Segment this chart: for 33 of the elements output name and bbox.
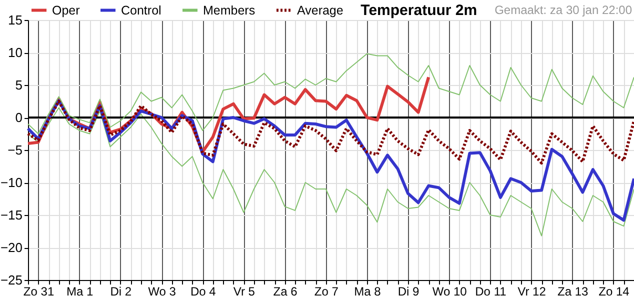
x-tick-label: Vr 5 [233,284,256,298]
legend-label: Average [297,3,344,18]
x-tick-label: Za 13 [558,284,589,298]
line-series [28,53,634,134]
y-tick-label: −15 [0,208,22,222]
x-tick-label: Vr 12 [518,284,546,298]
x-tick-label: Di 9 [398,284,420,298]
legend-label: Oper [52,3,80,18]
x-tick-label: Wo 10 [432,284,468,298]
x-tick-label: Zo 31 [23,284,54,298]
line-series [26,100,634,164]
legend-label: Members [203,3,256,18]
x-tick-label: Do 11 [475,284,507,298]
x-tick-label: Za 6 [273,284,298,298]
y-tick-label: −25 [0,272,22,288]
x-tick-label: Zo 7 [314,284,339,298]
y-tick-label: 0 [15,110,22,125]
x-tick-label: Ma 8 [354,284,382,298]
x-tick-label: Ma 1 [66,284,94,298]
x-tick-label: Do 4 [190,284,216,298]
line-series [28,107,634,236]
y-tick-label: 10 [8,45,22,60]
chart-title: Temperatuur 2m [360,2,478,19]
y-tick-label: 5 [15,78,22,92]
y-tick-label: −5 [8,142,22,158]
y-tick-label: 15 [8,12,22,28]
text: Gemaakt: za 30 jan 22:00 [494,3,632,17]
legend-label: Control [121,3,162,18]
x-tick-label: Zo 14 [598,284,630,298]
y-tick-label: −20 [0,240,22,255]
y-tick-label: −10 [0,175,22,190]
x-tick-label: Di 2 [110,284,132,298]
x-tick-label: Wo 3 [148,284,176,298]
